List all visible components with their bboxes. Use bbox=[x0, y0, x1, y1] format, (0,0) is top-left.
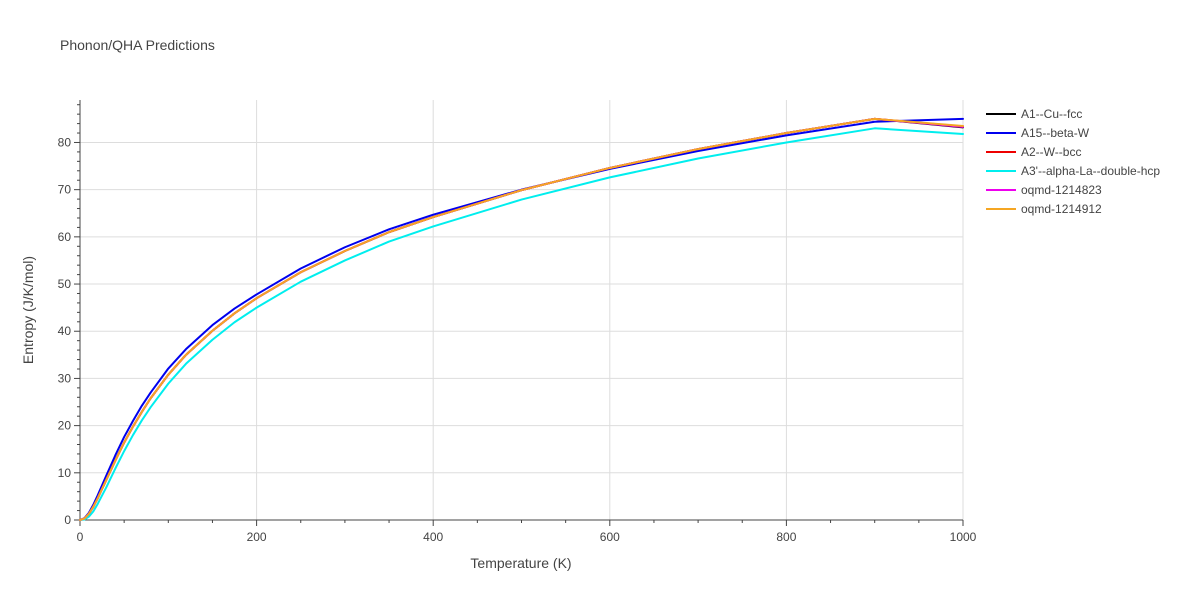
x-tick-label: 600 bbox=[600, 530, 620, 544]
y-tick-label: 20 bbox=[58, 419, 72, 433]
legend-item[interactable]: A3'--alpha-La--double-hcp bbox=[986, 164, 1160, 178]
y-tick-label: 40 bbox=[58, 324, 72, 338]
series-lines bbox=[79, 117, 964, 521]
legend-item[interactable]: A1--Cu--fcc bbox=[986, 107, 1082, 121]
series-line-2 bbox=[79, 117, 964, 521]
legend-label: A1--Cu--fcc bbox=[1021, 107, 1082, 121]
y-tick-label: 50 bbox=[58, 277, 72, 291]
y-tick-label: 80 bbox=[58, 135, 72, 149]
legend-label: oqmd-1214912 bbox=[1021, 202, 1102, 216]
grid bbox=[80, 100, 964, 520]
legend-label: oqmd-1214823 bbox=[1021, 183, 1102, 197]
legend-label: A2--W--bcc bbox=[1021, 145, 1081, 159]
legend-label: A15--beta-W bbox=[1021, 126, 1090, 140]
series-line-1 bbox=[79, 117, 964, 521]
axes: 0 200 400 600 800 1000 0 10 20 30 40 50 60 70 80 bbox=[58, 100, 977, 544]
series-line-3 bbox=[79, 127, 964, 521]
y-tick-label: 70 bbox=[58, 183, 72, 197]
x-axis-label: Temperature (K) bbox=[470, 555, 571, 571]
series-line-0 bbox=[79, 117, 964, 521]
legend-item[interactable]: oqmd-1214823 bbox=[986, 183, 1102, 197]
x-tick-label: 200 bbox=[247, 530, 267, 544]
legend-item[interactable]: oqmd-1214912 bbox=[986, 202, 1102, 216]
series-line-4 bbox=[79, 117, 964, 521]
legend[interactable]: A1--Cu--fcc A15--beta-W A2--W--bcc A3'--alp… bbox=[986, 107, 1160, 216]
y-tick-label: 0 bbox=[64, 513, 71, 527]
x-tick-label: 400 bbox=[423, 530, 443, 544]
legend-label: A3'--alpha-La--double-hcp bbox=[1021, 164, 1160, 178]
chart-title: Phonon/QHA Predictions bbox=[60, 37, 215, 53]
y-tick-label: 30 bbox=[58, 371, 72, 385]
legend-item[interactable]: A2--W--bcc bbox=[986, 145, 1081, 159]
x-tick-label: 0 bbox=[77, 530, 84, 544]
y-tick-label: 60 bbox=[58, 230, 72, 244]
series-line-5 bbox=[79, 117, 964, 521]
y-axis-label: Entropy (J/K/mol) bbox=[20, 256, 36, 364]
x-tick-label: 1000 bbox=[950, 530, 977, 544]
y-tick-label: 10 bbox=[58, 466, 72, 480]
x-tick-label: 800 bbox=[776, 530, 796, 544]
legend-item[interactable]: A15--beta-W bbox=[986, 126, 1090, 140]
